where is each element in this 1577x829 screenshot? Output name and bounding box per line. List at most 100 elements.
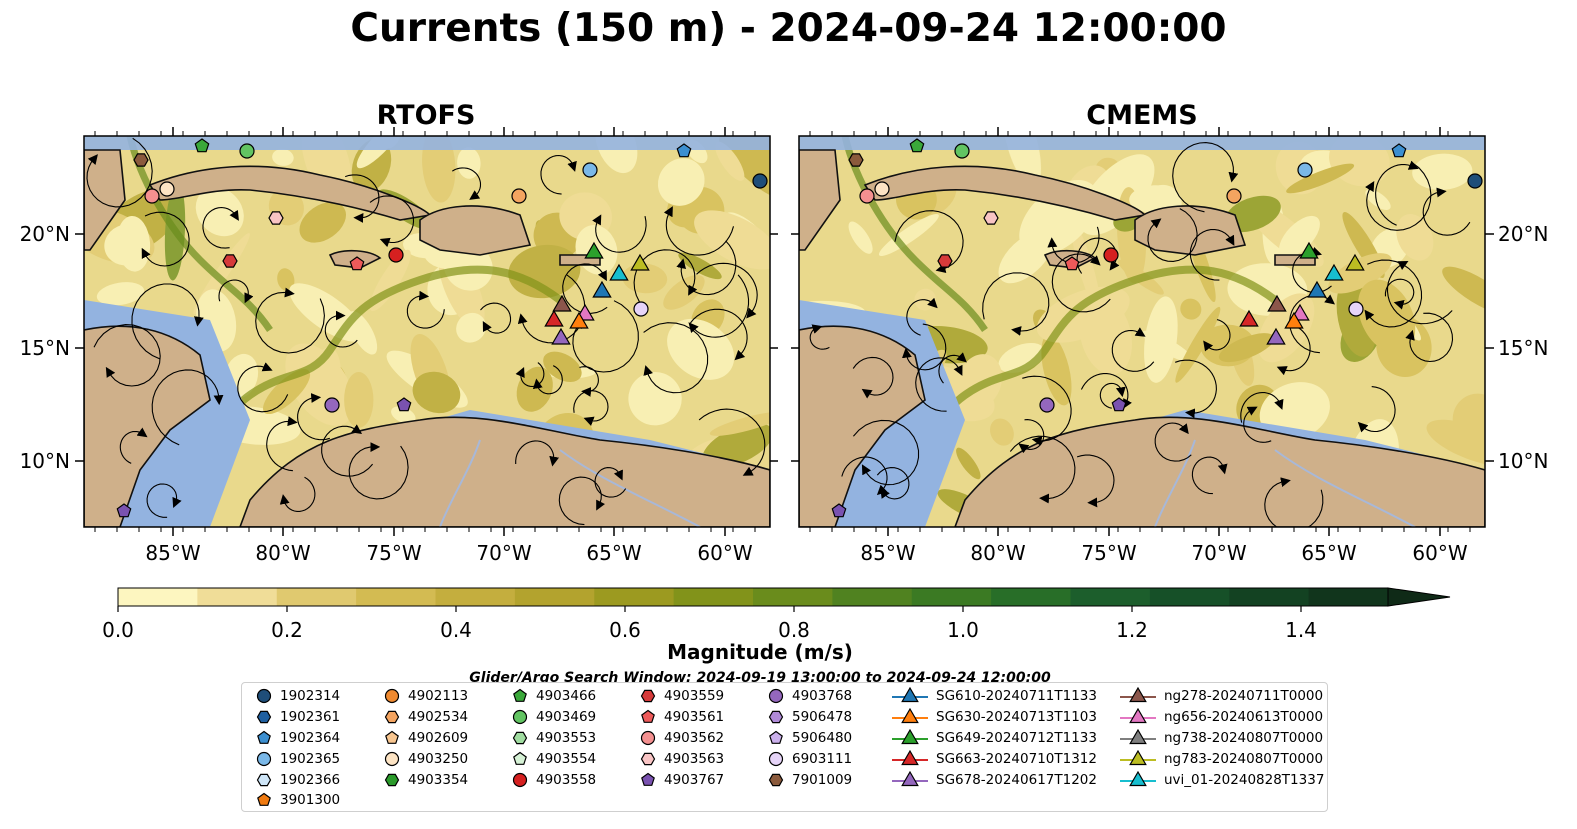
legend-marker xyxy=(1129,770,1147,786)
legend-marker-icon xyxy=(640,730,656,746)
legend-label: ng783-20240807T0000 xyxy=(1164,750,1324,767)
colorbar-segment xyxy=(832,588,913,606)
legend-marker xyxy=(768,689,784,704)
platform-marker xyxy=(848,153,864,167)
legend-entry: SG649-20240712T1133 xyxy=(890,728,1097,749)
legend-entry: 7901009 xyxy=(766,769,852,790)
legend-label: 4903558 xyxy=(536,771,597,788)
legend-label: SG663-20240710T1312 xyxy=(936,750,1097,767)
legend-marker xyxy=(769,730,783,744)
legend-column: SG610-20240711T1133 SG630-20240713T1103 SG… xyxy=(890,686,1097,790)
legend-entry: ng738-20240807T0000 xyxy=(1118,728,1324,749)
legend-label: SG678-20240617T1202 xyxy=(936,771,1097,788)
colorbar-segment xyxy=(356,588,436,606)
platform-marker xyxy=(1064,256,1080,271)
legend-label: 4903554 xyxy=(536,750,597,767)
legend-marker xyxy=(1129,708,1147,724)
legend-marker xyxy=(384,751,400,766)
legend-marker-icon xyxy=(768,689,784,704)
legend-marker-icon xyxy=(640,690,656,703)
legend-entry: 4903563 xyxy=(638,748,724,769)
colorbar xyxy=(117,587,1451,612)
colorbar-tick-label: 0.6 xyxy=(609,618,641,642)
legend-column: 4903466 4903469 4903553 4903554 4903558 xyxy=(510,686,596,790)
colorbar-segment xyxy=(911,588,992,606)
platform-marker xyxy=(144,188,160,204)
legend-label: SG649-20240712T1133 xyxy=(936,729,1097,746)
legend-label: 4902113 xyxy=(408,688,469,705)
legend-marker-icon xyxy=(513,689,527,703)
colorbar-segment xyxy=(514,588,595,606)
legend-marker-icon xyxy=(769,730,783,744)
colorbar-segment xyxy=(118,588,198,606)
legend-marker-icon xyxy=(892,770,928,786)
legend-marker xyxy=(256,751,272,766)
legend-column: 1902314 1902361 1902364 1902365 1902366 39013… xyxy=(254,686,340,811)
platform-marker xyxy=(222,254,238,268)
legend-marker-icon xyxy=(257,730,271,744)
platform-marker xyxy=(1348,301,1364,317)
colorbar-tick-label: 0.8 xyxy=(778,618,810,642)
legend-marker-icon xyxy=(892,687,928,703)
platform-marker xyxy=(116,503,132,518)
legend-marker xyxy=(641,709,655,724)
legend-column: 4903768 5906478 5906480 6903111 7901009 xyxy=(766,686,852,790)
legend-entry: 4903561 xyxy=(638,707,724,728)
legend-entry: SG610-20240711T1133 xyxy=(890,686,1097,707)
platform-marker xyxy=(630,253,650,271)
colorbar-segment xyxy=(594,588,675,606)
platform-marker xyxy=(609,263,629,281)
colorbar-segment xyxy=(991,588,1071,606)
legend-label: 5906480 xyxy=(792,729,853,746)
legend-label: 4903354 xyxy=(408,771,469,788)
platform-marker xyxy=(1391,143,1407,158)
legend-entry: 3901300 xyxy=(254,790,340,811)
legend-label: 4903561 xyxy=(664,709,725,726)
lat-tick-label: 10°N xyxy=(20,449,70,473)
lat-tick-label: 15°N xyxy=(1498,336,1548,360)
platform-marker xyxy=(1324,263,1344,281)
legend-marker-icon xyxy=(1120,728,1156,745)
lon-tick-label: 75°W xyxy=(366,541,421,565)
colorbar-tick-label: 0.0 xyxy=(102,618,134,642)
platform-marker xyxy=(544,309,564,327)
colorbar-segment xyxy=(1149,588,1230,606)
legend-marker-icon xyxy=(1120,708,1156,724)
panel-title-cmems: CMEMS xyxy=(1086,100,1198,131)
legend: 1902314 1902361 1902364 1902365 1902366 39013… xyxy=(241,682,1328,812)
lat-tick-label: 15°N xyxy=(20,336,70,360)
legend-label: 4903563 xyxy=(664,750,725,767)
platform-marker xyxy=(396,397,412,412)
lon-tick-label: 65°W xyxy=(586,541,641,565)
colorbar-tick-label: 1.2 xyxy=(1116,618,1148,642)
legend-marker xyxy=(257,793,271,807)
legend-label: 1902366 xyxy=(280,771,341,788)
legend-marker-icon xyxy=(256,710,272,724)
platform-markers xyxy=(116,138,768,518)
legend-marker-icon xyxy=(640,752,656,765)
legend-marker xyxy=(640,730,656,746)
platform-marker xyxy=(552,294,572,312)
legend-entry: 4903354 xyxy=(382,769,468,790)
colorbar-label: Magnitude (m/s) xyxy=(667,640,853,664)
legend-marker-icon xyxy=(256,689,272,704)
platform-marker xyxy=(1103,247,1119,263)
platform-marker xyxy=(1226,188,1242,204)
legend-marker-icon xyxy=(1120,749,1156,765)
legend-entry: 5906480 xyxy=(766,728,852,749)
platform-marker xyxy=(1039,397,1055,413)
legend-label: 1902365 xyxy=(280,750,341,767)
lon-tick-label: 65°W xyxy=(1301,541,1356,565)
legend-label: 4902609 xyxy=(408,729,469,746)
legend-marker xyxy=(901,708,919,724)
legend-entry: uvi_01-20240828T1337 xyxy=(1118,769,1324,790)
platform-marker xyxy=(1266,327,1286,345)
platform-marker xyxy=(133,153,149,167)
legend-entry: 1902361 xyxy=(254,707,340,728)
colorbar-tick-label: 1.4 xyxy=(1285,618,1317,642)
colorbar-segment xyxy=(435,588,516,606)
platform-marker xyxy=(874,181,890,197)
lon-tick-label: 80°W xyxy=(970,541,1025,565)
platform-marker xyxy=(268,211,284,225)
legend-marker xyxy=(768,710,784,724)
